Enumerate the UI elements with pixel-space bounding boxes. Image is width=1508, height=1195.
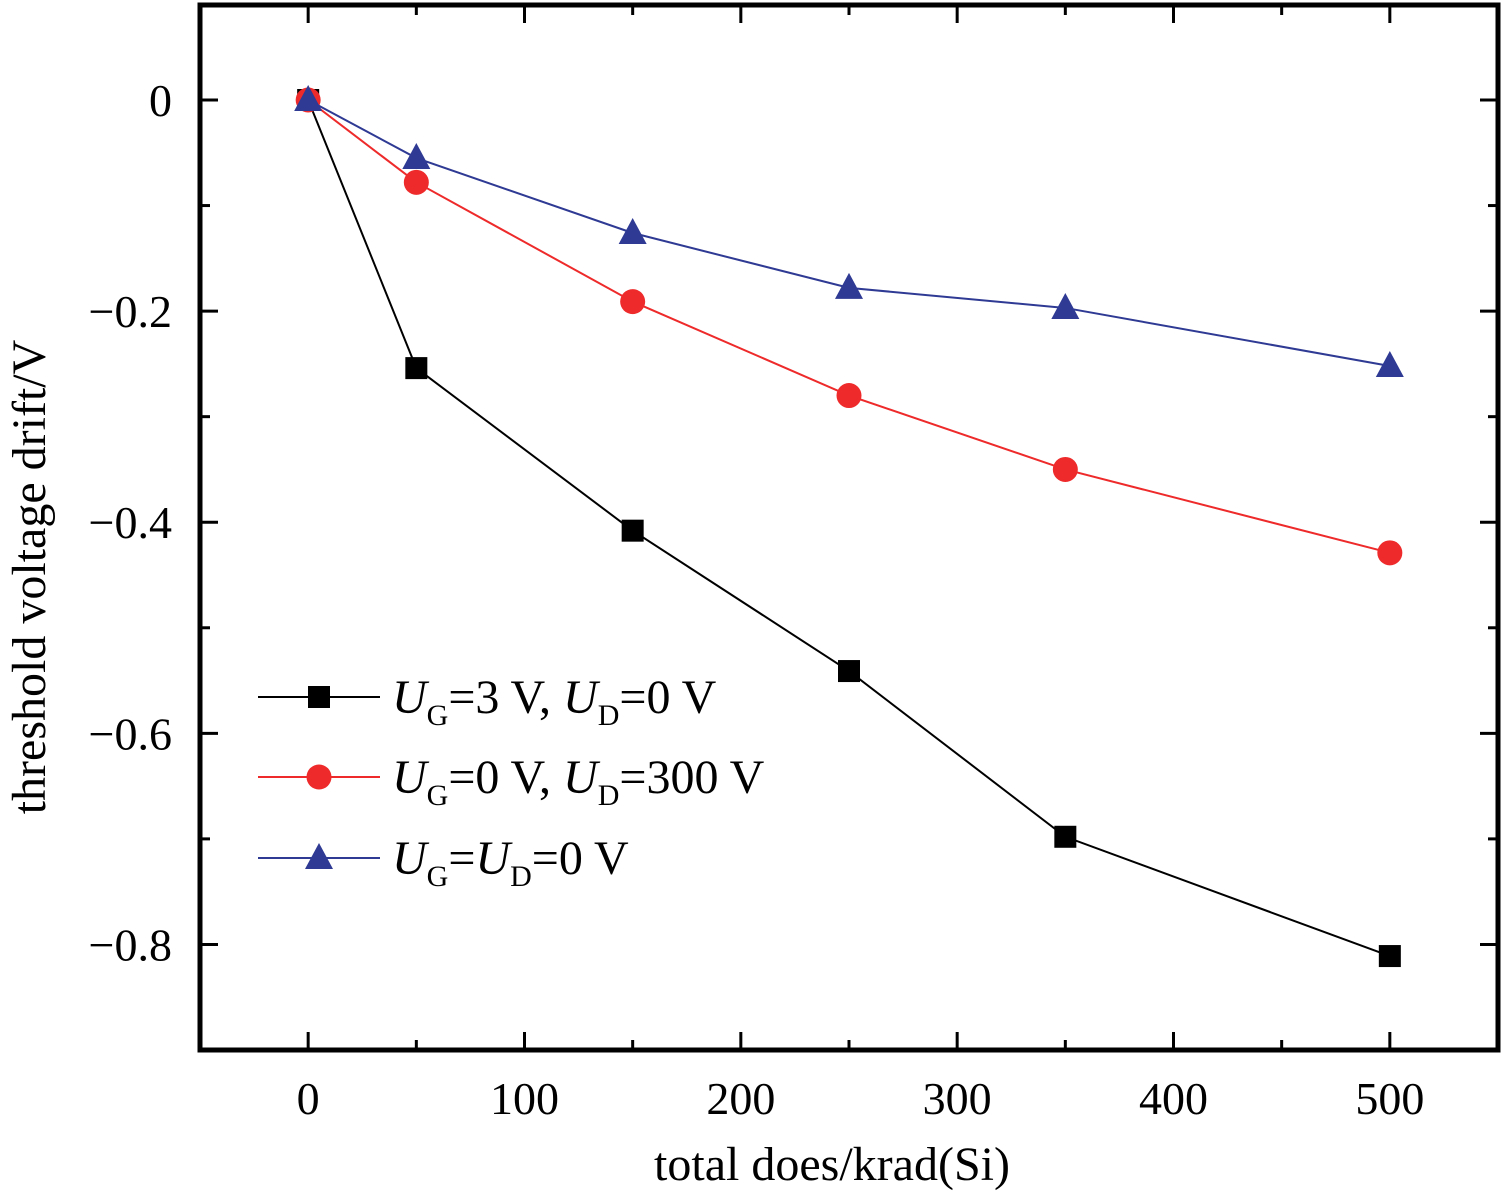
- legend-label-part: U: [475, 832, 513, 885]
- y-tick-label: −0.4: [89, 497, 172, 548]
- legend-label-part: D: [510, 860, 532, 893]
- series-layer: [294, 85, 1404, 968]
- y-tick-label: −0.2: [89, 286, 172, 337]
- legend-label-part: G: [427, 860, 449, 893]
- x-tick-label: 400: [1139, 1073, 1208, 1124]
- data-point-blue: [835, 272, 863, 299]
- data-point-black: [621, 519, 644, 542]
- legend-label-part: G: [427, 699, 449, 732]
- x-tick-label: 300: [923, 1073, 992, 1124]
- x-tick-label: 500: [1355, 1073, 1424, 1124]
- plot-frame: [197, 2, 1501, 1053]
- data-point-red: [403, 169, 429, 195]
- legend-label-part: U: [392, 832, 430, 885]
- data-point-red: [836, 383, 862, 409]
- legend-label-black: UG=3 V, UD=0 V: [392, 671, 717, 732]
- legend-label-blue: UG=UD=0 V: [392, 832, 629, 893]
- legend-label-part: D: [598, 779, 620, 812]
- data-point-red: [1377, 540, 1403, 566]
- legend-label-red: UG=0 V, UD=300 V: [392, 751, 765, 812]
- y-tick-label: −0.6: [89, 708, 172, 759]
- data-point-red: [620, 289, 646, 315]
- legend-item-black: UG=3 V, UD=0 V: [258, 671, 717, 732]
- x-axis-title: total does/krad(Si): [654, 1138, 1010, 1191]
- legend-label-part: =300 V: [619, 751, 764, 804]
- series-line-black: [307, 99, 1391, 957]
- y-tick-label: −0.8: [89, 919, 172, 970]
- legend-label-part: U: [392, 751, 430, 804]
- data-point-black: [838, 660, 860, 683]
- legend-label-part: =: [448, 832, 475, 885]
- data-point-blue: [294, 85, 323, 111]
- y-tick-label: 0: [149, 75, 172, 126]
- series-blue: [294, 85, 1404, 377]
- data-point-blue: [618, 218, 647, 244]
- data-point-blue: [402, 143, 431, 170]
- legend-label-part: G: [427, 779, 449, 812]
- legend-label-part: =0 V: [532, 832, 629, 885]
- x-tick-label: 200: [706, 1073, 775, 1124]
- legend: UG=3 V, UD=0 VUG=0 V, UD=300 VUG=UD=0 V: [258, 671, 765, 893]
- x-tick-label: 0: [297, 1073, 320, 1124]
- y-axis-title: threshold voltage drift/V: [3, 339, 56, 814]
- data-point-black: [405, 357, 428, 380]
- legend-label-part: U: [392, 671, 430, 724]
- legend-label-part: =3 V,: [448, 671, 563, 724]
- legend-marker-red: [306, 764, 332, 790]
- series-red: [295, 87, 1403, 566]
- data-point-blue: [1051, 292, 1080, 319]
- x-tick-label: 100: [490, 1073, 559, 1124]
- data-point-black: [1378, 945, 1401, 968]
- legend-label-part: U: [563, 671, 601, 724]
- legend-marker-black: [308, 686, 330, 708]
- legend-item-red: UG=0 V, UD=300 V: [258, 751, 765, 812]
- legend-label-part: D: [598, 699, 620, 732]
- data-point-red: [1052, 456, 1078, 482]
- legend-marker-blue: [305, 843, 333, 869]
- data-point-blue: [1375, 351, 1404, 377]
- axis-ticks: 0 100 200 300 400 500 0 −0.2 −0.4 −0.6 −0.8: [89, 5, 1498, 1124]
- legend-label-part: =0 V,: [448, 751, 563, 804]
- legend-label-part: U: [563, 751, 601, 804]
- series-black: [297, 89, 1401, 968]
- legend-label-part: =0 V: [619, 671, 716, 724]
- series-line-blue: [307, 99, 1391, 367]
- legend-item-blue: UG=UD=0 V: [258, 832, 629, 893]
- data-point-black: [1054, 825, 1077, 848]
- series-line-red: [307, 99, 1391, 554]
